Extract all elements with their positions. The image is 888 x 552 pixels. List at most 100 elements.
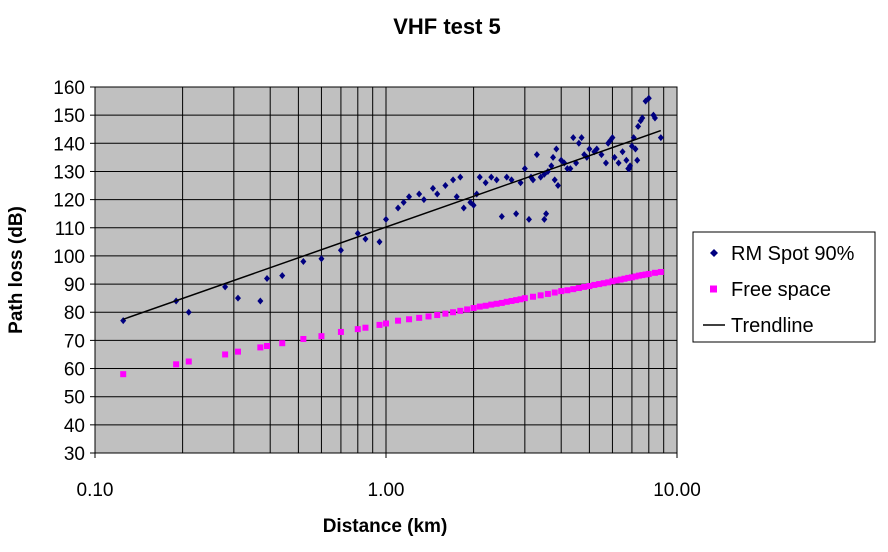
data-point	[570, 134, 577, 142]
y-tick-label: 120	[53, 191, 85, 212]
data-point	[376, 238, 383, 246]
data-point	[354, 326, 361, 333]
data-point	[383, 320, 389, 327]
data-point	[632, 273, 639, 280]
data-point	[581, 283, 588, 290]
data-point	[651, 269, 658, 276]
data-point	[318, 333, 325, 340]
trendline	[122, 129, 662, 321]
y-tick-label: 130	[53, 162, 85, 183]
y-tick-label: 60	[64, 360, 85, 381]
data-point	[657, 268, 664, 275]
data-point	[645, 270, 652, 277]
data-point	[263, 274, 270, 282]
data-point	[575, 139, 582, 147]
data-point	[185, 308, 192, 316]
data-point	[318, 255, 325, 263]
data-point	[525, 215, 532, 223]
data-point	[609, 278, 616, 285]
data-point	[120, 371, 127, 378]
data-point	[564, 287, 571, 294]
data-point	[420, 196, 427, 204]
data-point	[611, 153, 618, 161]
data-point	[567, 165, 574, 173]
data-point	[554, 182, 561, 190]
y-tick-label: 70	[64, 331, 85, 352]
data-point	[550, 153, 557, 161]
data-point	[493, 300, 500, 307]
data-point	[544, 290, 551, 297]
data-point	[395, 317, 402, 324]
data-point	[598, 151, 605, 159]
data-point	[482, 179, 489, 187]
data-point	[621, 275, 628, 282]
x-tick-label: 10.00	[653, 480, 701, 501]
data-point	[642, 271, 649, 278]
data-point	[493, 176, 500, 184]
data-point	[558, 288, 565, 295]
y-axis-title: Path loss (dB)	[6, 206, 27, 334]
data-point	[575, 285, 582, 292]
data-point	[619, 148, 626, 156]
data-point	[533, 151, 540, 159]
data-point	[570, 286, 577, 293]
y-tick-label: 90	[64, 275, 85, 296]
data-point	[605, 279, 612, 286]
series-1	[120, 268, 664, 378]
data-point	[513, 297, 520, 304]
data-point	[234, 348, 241, 355]
data-point	[543, 210, 550, 218]
data-point	[651, 114, 658, 122]
data-point	[460, 204, 467, 212]
data-point	[476, 173, 483, 181]
data-point	[635, 272, 642, 279]
data-point	[222, 351, 229, 358]
y-tick-label: 100	[53, 247, 85, 268]
data-point	[625, 274, 632, 281]
data-point	[450, 176, 457, 184]
legend-label: Free space	[731, 279, 831, 301]
data-point	[425, 313, 432, 320]
data-point	[521, 165, 528, 173]
data-point	[627, 162, 634, 170]
data-point	[300, 335, 307, 342]
data-point	[488, 173, 495, 181]
data-point	[551, 289, 558, 296]
y-tick-label: 150	[53, 106, 85, 127]
data-point	[521, 295, 528, 302]
data-point	[634, 156, 641, 164]
data-point	[635, 122, 642, 130]
data-point	[442, 182, 449, 190]
axis-ticks: 30 40 50 60 70 80 90 100 110 120 130 140 150 160 0.10 1…	[53, 78, 700, 501]
legend-diamond-symbol	[710, 249, 718, 257]
data-point	[498, 299, 505, 306]
gridlines	[95, 87, 677, 453]
data-point	[457, 173, 464, 181]
data-point	[617, 276, 624, 283]
data-point	[613, 277, 620, 284]
data-point	[623, 156, 630, 164]
data-point	[376, 321, 383, 328]
data-point	[508, 176, 515, 184]
data-point	[406, 316, 413, 323]
y-tick-label: 30	[64, 444, 85, 465]
data-point	[257, 297, 264, 305]
data-point	[508, 297, 515, 304]
data-point	[482, 302, 489, 309]
data-point	[600, 280, 607, 287]
data-point	[529, 176, 536, 184]
x-tick-label: 0.10	[77, 480, 114, 501]
data-point	[362, 324, 369, 331]
data-point	[257, 344, 264, 351]
data-point	[406, 193, 413, 201]
legend-box	[692, 231, 876, 343]
data-point	[263, 343, 270, 350]
data-series	[120, 94, 664, 378]
data-point	[173, 361, 180, 368]
data-point	[383, 215, 389, 223]
data-point	[628, 274, 635, 281]
data-point	[537, 292, 544, 299]
data-point	[586, 283, 593, 290]
data-point	[517, 296, 524, 303]
data-point	[578, 134, 585, 142]
